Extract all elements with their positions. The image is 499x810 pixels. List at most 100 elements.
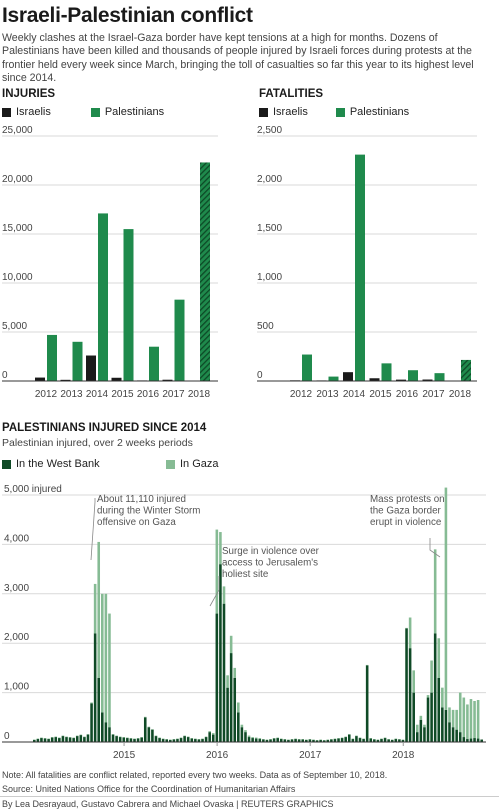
bar-westbank [90, 703, 93, 742]
bar-israelis-2017 [162, 379, 173, 381]
bar-gaza [244, 730, 247, 733]
injuries-title: INJURIES [2, 88, 56, 100]
bar-westbank [340, 738, 344, 742]
bar-westbank [444, 709, 448, 742]
intro-text: Weekly clashes at the Israel-Gaza border… [2, 32, 474, 84]
y-tick-label: 0 [257, 370, 263, 381]
bar-gaza [90, 702, 93, 704]
legend-palestinians-label: Palestinians [349, 106, 410, 118]
bar-westbank [118, 737, 122, 742]
bar-westbank [405, 628, 408, 742]
y-tick-label: 1,500 [257, 223, 282, 234]
y-tick-label: 4,000 [4, 533, 29, 544]
bar-westbank [176, 739, 179, 742]
bar-westbank [448, 722, 451, 742]
bar-westbank [265, 740, 269, 742]
bar-westbank [297, 739, 301, 742]
bar-westbank [365, 665, 369, 742]
y-tick-label: 2,500 [257, 125, 282, 136]
annotation-leader [429, 538, 441, 558]
bar-gaza [448, 707, 451, 723]
biweekly-chart: 0 1,000 2,000 3,000 4,000 5,000 injured 2015 20… [2, 484, 486, 761]
bar-westbank [126, 738, 129, 742]
bar-westbank [276, 738, 279, 742]
bar-westbank [194, 739, 197, 742]
x-tick-label: 2017 [422, 389, 445, 400]
bar-palestinians-2014 [98, 213, 108, 381]
bar-gaza [412, 670, 415, 693]
legend-westbank-swatch [2, 459, 11, 469]
bar-westbank [79, 735, 83, 742]
bar-westbank [423, 727, 426, 742]
bar-westbank [65, 737, 68, 742]
bar-westbank [93, 633, 97, 742]
bar-westbank [226, 687, 229, 742]
bar-gaza [247, 735, 251, 738]
legend-palestinians-swatch [335, 107, 345, 117]
bar-gaza [251, 737, 254, 739]
x-tick-label: 2015 [111, 389, 134, 400]
bar-westbank [40, 738, 43, 742]
bar-westbank [294, 739, 297, 742]
bar-gaza [222, 586, 226, 604]
bar-westbank [301, 739, 305, 742]
bar-westbank [233, 677, 237, 742]
bar-gaza [237, 702, 240, 713]
bar-westbank [50, 737, 54, 742]
bar-palestinians-2015 [123, 229, 134, 381]
bar-westbank [283, 739, 287, 742]
bar-westbank [219, 564, 222, 742]
y-tick-label: 500 [257, 321, 274, 332]
bar-gaza [101, 593, 104, 713]
bar-westbank [240, 727, 244, 742]
x-tick-label: 2014 [343, 389, 366, 400]
bar-israelis-2014 [343, 372, 353, 381]
bar-westbank [312, 740, 315, 742]
bar-gaza [437, 638, 441, 678]
bar-westbank [373, 739, 376, 742]
bar-westbank [330, 739, 333, 742]
x-tick-label: 2013 [316, 389, 339, 400]
biweekly-title: PALESTINIANS INJURED SINCE 2014 [2, 422, 207, 434]
bar-gaza [433, 549, 437, 634]
legend-israelis-swatch [259, 107, 268, 117]
legend-westbank-label: In the West Bank [16, 458, 100, 470]
bar-westbank [415, 732, 419, 742]
y-tick-label: 0 [4, 731, 10, 742]
bar-westbank [151, 729, 154, 742]
y-tick-label: 1,000 [257, 272, 282, 283]
annotation-line: offensive on Gaza [97, 517, 176, 528]
bar-westbank [136, 738, 140, 742]
bar-westbank [355, 736, 358, 742]
bar-gaza [93, 583, 97, 634]
bar-westbank [419, 719, 423, 742]
bar-palestinians-2017 [174, 299, 185, 381]
bar-gaza [408, 617, 412, 649]
x-tick-label: 2012 [35, 389, 58, 400]
bar-palestinians-2012 [302, 354, 312, 381]
bar-westbank [290, 739, 294, 742]
bar-palestinians-2016 [149, 346, 159, 381]
bar-gaza [97, 541, 101, 678]
bar-westbank [398, 739, 401, 742]
bar-westbank [455, 729, 458, 742]
bar-westbank [251, 738, 254, 742]
bar-westbank [172, 739, 176, 742]
x-tick-label: 2016 [137, 389, 160, 400]
bar-westbank [337, 738, 340, 742]
footer-note: Note: All fatalities are conflict relate… [2, 770, 388, 780]
bar-israelis-2016 [396, 379, 406, 381]
bar-westbank [401, 740, 405, 742]
bar-israelis-2012 [35, 377, 45, 381]
bar-palestinians-2013 [72, 341, 83, 381]
bar-westbank [72, 738, 75, 742]
bar-westbank [204, 737, 208, 742]
bar-westbank [237, 712, 240, 742]
bar-palestinians-2016 [408, 370, 418, 381]
fatalities-legend: Israelis Palestinians [259, 106, 409, 118]
bar-westbank [462, 737, 466, 742]
bar-westbank [229, 653, 233, 742]
bar-westbank [394, 739, 398, 742]
bar-westbank [211, 734, 215, 742]
bar-gaza [219, 532, 222, 565]
